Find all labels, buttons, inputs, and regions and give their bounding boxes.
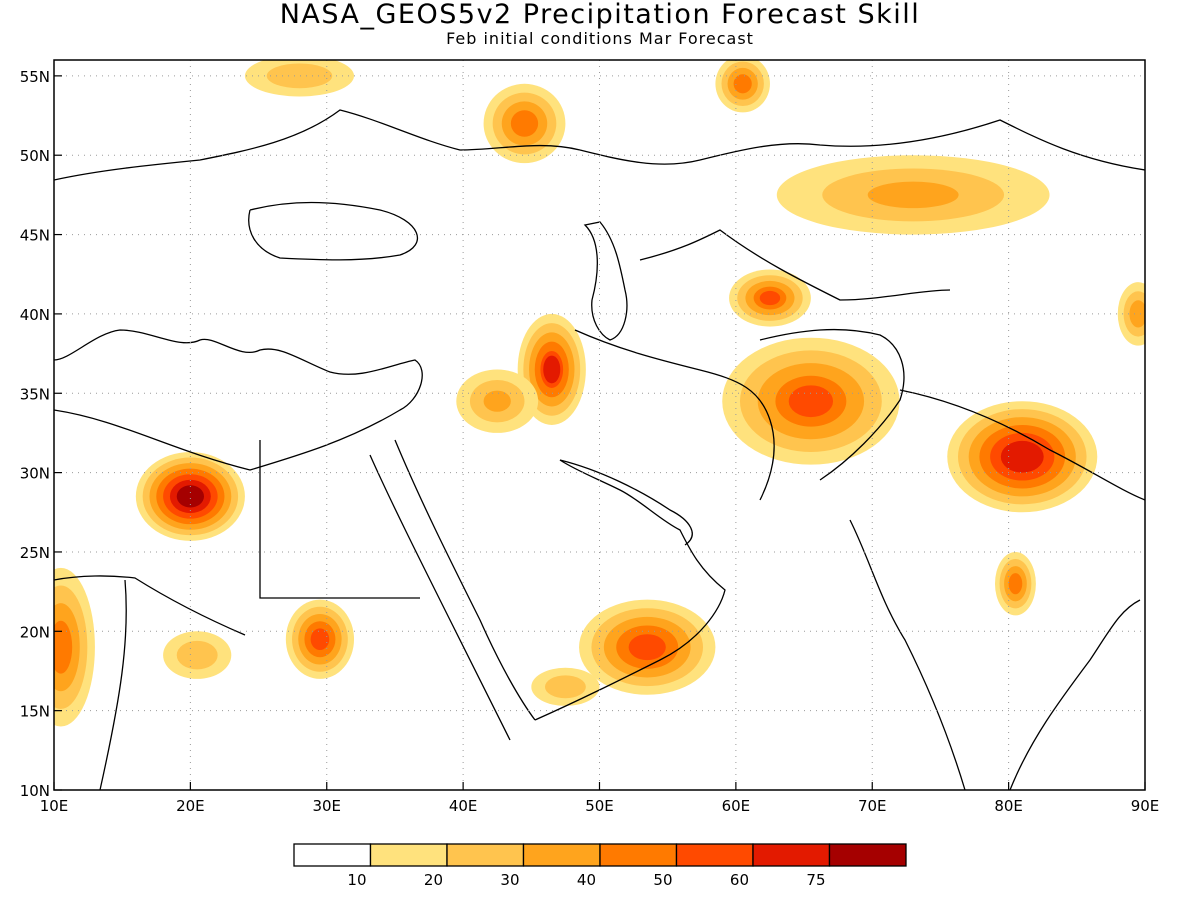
caspian-coast xyxy=(583,221,628,341)
tick-label-lat-25: 25N xyxy=(20,544,50,562)
tick-label-lon-80: 80E xyxy=(994,797,1023,815)
colorbar-label-10: 10 xyxy=(347,871,366,889)
skill-shading-layer xyxy=(54,60,1145,727)
iran-border xyxy=(574,329,775,501)
tick-label-lat-50: 50N xyxy=(20,147,50,165)
colorbar-swatch-5 xyxy=(675,843,754,867)
tick-label-lat-55: 55N xyxy=(20,68,50,86)
europe-borders xyxy=(54,109,581,181)
africa-border-3 xyxy=(99,579,127,790)
africa-border-2 xyxy=(54,575,246,636)
tick-label-lon-30: 30E xyxy=(312,797,341,815)
skill-contour-iraq-30 xyxy=(483,390,511,412)
skill-contour-west-africa-40 xyxy=(54,620,73,674)
red-sea-coast xyxy=(369,454,511,741)
mediterranean-coast xyxy=(54,329,423,471)
colorbar-swatch-2 xyxy=(446,843,525,867)
india-east-coast xyxy=(1009,599,1141,790)
arabia-coast xyxy=(534,459,726,721)
colorbar-swatch-0 xyxy=(293,843,372,867)
coastline-border-layer xyxy=(54,109,1145,790)
kazakh-border xyxy=(639,229,951,301)
skill-contour-east-europe-20 xyxy=(266,63,333,89)
colorbar: 10 20 30 40 50 60 75 xyxy=(293,843,907,889)
tick-label-lat-20: 20N xyxy=(20,623,50,641)
skill-contour-north-india-60 xyxy=(1000,440,1044,473)
tick-label-lon-60: 60E xyxy=(722,797,751,815)
skill-contour-central-india-40 xyxy=(1008,573,1023,595)
chart-subtitle: Feb initial conditions Mar Forecast xyxy=(446,29,754,48)
colorbar-label-30: 30 xyxy=(500,871,519,889)
persian-gulf-coast xyxy=(559,459,693,546)
red-sea-east-coast xyxy=(394,439,536,721)
colorbar-swatch-1 xyxy=(369,843,448,867)
skill-contour-russia-south-40 xyxy=(510,110,539,137)
skill-contour-russia-urals-40 xyxy=(733,74,752,94)
tick-label-lat-10: 10N xyxy=(20,782,50,800)
skill-contour-chad-20 xyxy=(176,640,218,670)
colorbar-label-60: 60 xyxy=(730,871,749,889)
colorbar-label-40: 40 xyxy=(577,871,596,889)
tick-label-lat-15: 15N xyxy=(20,703,50,721)
colorbar-label-20: 20 xyxy=(424,871,443,889)
skill-contour-kazakhstan-30 xyxy=(867,181,959,209)
skill-contour-china-west-30 xyxy=(1129,300,1145,328)
chart-title: NASA_GEOS5v2 Precipitation Forecast Skil… xyxy=(279,0,921,30)
skill-contour-iran-west-60 xyxy=(543,355,561,384)
africa-border-1 xyxy=(259,440,420,599)
tick-label-lat-45: 45N xyxy=(20,227,50,245)
russia-border xyxy=(579,119,1145,171)
tick-label-lat-40: 40N xyxy=(20,306,50,324)
tick-label-lat-30: 30N xyxy=(20,465,50,483)
tick-label-lat-35: 35N xyxy=(20,385,50,403)
tick-label-lon-70: 70E xyxy=(858,797,887,815)
skill-contour-sudan-50 xyxy=(310,628,330,651)
skill-contour-afghanistan-50 xyxy=(788,385,834,418)
skill-contour-yemen-20 xyxy=(544,675,586,699)
skill-contour-turkmenistan-50 xyxy=(759,290,781,306)
afghan-border xyxy=(759,328,905,481)
colorbar-swatch-6 xyxy=(752,843,831,867)
india-coast xyxy=(849,519,966,790)
colorbar-swatch-7 xyxy=(828,843,907,867)
colorbar-swatch-3 xyxy=(522,843,601,867)
colorbar-swatch-4 xyxy=(599,843,678,867)
tick-label-lon-10: 10E xyxy=(40,797,69,815)
skill-contour-arabian-south-50 xyxy=(628,634,666,661)
black-sea-coast xyxy=(248,201,419,261)
tick-label-lon-40: 40E xyxy=(449,797,478,815)
colorbar-label-50: 50 xyxy=(653,871,672,889)
skill-contour-libya-75 xyxy=(176,485,205,508)
axis-ticks: 10E 20E 30E 40E 50E 60E 70E 80E 90E 10N 15N 20N 25N 3… xyxy=(20,68,1160,815)
tick-label-lon-50: 50E xyxy=(585,797,614,815)
tick-label-lon-90: 90E xyxy=(1131,797,1160,815)
himalaya-border xyxy=(899,389,1145,501)
tick-label-lon-20: 20E xyxy=(176,797,205,815)
colorbar-label-75: 75 xyxy=(806,871,825,889)
